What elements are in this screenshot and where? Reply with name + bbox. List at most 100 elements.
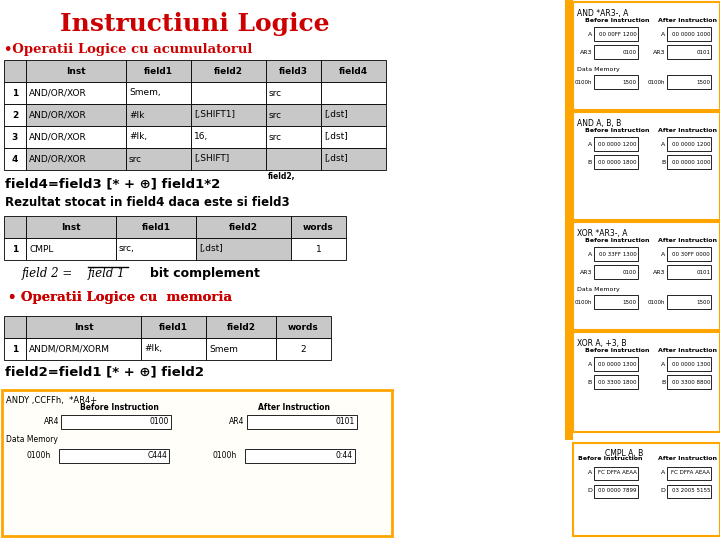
Bar xyxy=(26,60,126,82)
Bar xyxy=(126,82,191,104)
Text: After Instruction: After Instruction xyxy=(658,348,717,353)
Text: ANDY ,CCFFh,  *AR4+: ANDY ,CCFFh, *AR4+ xyxy=(6,396,97,405)
Text: 1500: 1500 xyxy=(696,300,710,305)
Bar xyxy=(266,60,321,82)
Bar xyxy=(61,415,171,429)
Text: 0100: 0100 xyxy=(623,269,636,274)
Text: B: B xyxy=(588,159,592,165)
Text: D: D xyxy=(661,489,665,494)
Text: D: D xyxy=(588,489,592,494)
Text: A: A xyxy=(662,252,665,256)
Bar xyxy=(26,148,126,170)
Text: B: B xyxy=(662,380,665,384)
Text: 00 0000 1000: 00 0000 1000 xyxy=(672,31,710,37)
Text: 0100h: 0100h xyxy=(27,451,51,461)
Text: A: A xyxy=(588,361,592,367)
Text: AND *AR3-, A: AND *AR3-, A xyxy=(577,9,629,18)
Text: 2: 2 xyxy=(12,111,18,119)
Text: field2,: field2, xyxy=(268,172,295,181)
Text: CMPL: CMPL xyxy=(29,245,53,253)
Text: 1: 1 xyxy=(12,245,18,253)
Bar xyxy=(4,338,26,360)
Bar xyxy=(4,148,26,170)
Bar xyxy=(291,216,346,238)
Text: field2: field2 xyxy=(229,222,258,232)
Text: A: A xyxy=(662,361,665,367)
Text: 0101: 0101 xyxy=(336,417,354,427)
Text: •Operatii Logice cu acumulatorul: •Operatii Logice cu acumulatorul xyxy=(4,44,253,57)
Text: Before Instruction: Before Instruction xyxy=(577,456,642,462)
Text: 00 0000 1200: 00 0000 1200 xyxy=(672,141,710,146)
Text: 0:44: 0:44 xyxy=(336,451,353,461)
Text: A: A xyxy=(588,141,592,146)
Text: 0100: 0100 xyxy=(623,50,636,55)
Text: field4: field4 xyxy=(339,66,368,76)
Bar xyxy=(196,216,291,238)
Text: After Instruction: After Instruction xyxy=(658,456,717,462)
Text: 00 0000 1300: 00 0000 1300 xyxy=(672,361,710,367)
Bar xyxy=(266,148,321,170)
Bar xyxy=(141,316,206,338)
Text: 00 0000 7899: 00 0000 7899 xyxy=(598,489,636,494)
Text: 00 3300 8800: 00 3300 8800 xyxy=(672,380,710,384)
Text: After Instruction: After Instruction xyxy=(658,17,717,23)
Text: A: A xyxy=(588,31,592,37)
Bar xyxy=(593,357,638,371)
Text: 0101: 0101 xyxy=(696,269,710,274)
Text: 4: 4 xyxy=(12,154,18,164)
Bar xyxy=(26,216,116,238)
Text: AND A, B, B: AND A, B, B xyxy=(577,119,621,128)
Text: 03 2005 5155: 03 2005 5155 xyxy=(672,489,710,494)
Text: field3: field3 xyxy=(279,66,308,76)
Bar xyxy=(667,75,711,89)
Bar xyxy=(141,338,206,360)
Bar xyxy=(593,27,638,41)
Text: field 2 =: field 2 = xyxy=(22,267,77,280)
Text: After Instruction: After Instruction xyxy=(658,238,717,242)
Text: AR3: AR3 xyxy=(653,269,665,274)
Text: Inst: Inst xyxy=(73,322,94,332)
Bar xyxy=(126,148,191,170)
Text: CMPL A, B: CMPL A, B xyxy=(606,449,644,458)
Text: AR3: AR3 xyxy=(653,50,665,55)
Text: Data Memory: Data Memory xyxy=(6,435,58,444)
Bar xyxy=(266,104,321,126)
Bar xyxy=(593,295,638,309)
Text: ANDM/ORM/XORM: ANDM/ORM/XORM xyxy=(29,345,110,354)
Bar xyxy=(4,82,26,104)
Text: 0101: 0101 xyxy=(696,50,710,55)
Bar xyxy=(2,390,392,536)
Bar xyxy=(565,0,573,440)
Text: Data Memory: Data Memory xyxy=(577,287,620,293)
Text: Before Instruction: Before Instruction xyxy=(80,403,158,413)
Text: 1500: 1500 xyxy=(696,79,710,84)
Text: src,: src, xyxy=(119,245,135,253)
Text: Instructiuni Logice: Instructiuni Logice xyxy=(60,12,330,36)
Bar xyxy=(276,338,331,360)
Text: AR3: AR3 xyxy=(580,269,592,274)
Bar xyxy=(26,126,126,148)
Bar xyxy=(191,60,266,82)
Text: 2: 2 xyxy=(301,345,306,354)
Text: [,dst]: [,dst] xyxy=(324,111,348,119)
Bar xyxy=(667,357,711,371)
Bar xyxy=(593,484,638,497)
Bar xyxy=(593,375,638,389)
Text: 0100h: 0100h xyxy=(212,451,236,461)
Text: [,dst]: [,dst] xyxy=(324,154,348,164)
Bar xyxy=(321,148,386,170)
Bar xyxy=(593,467,638,480)
Bar xyxy=(126,104,191,126)
Text: 00 30FF 0000: 00 30FF 0000 xyxy=(672,252,710,256)
Text: B: B xyxy=(662,159,665,165)
Bar xyxy=(191,148,266,170)
Bar xyxy=(266,126,321,148)
Bar xyxy=(593,75,638,89)
Bar xyxy=(245,449,354,463)
Text: 00 0000 1000: 00 0000 1000 xyxy=(672,159,710,165)
Bar xyxy=(4,126,26,148)
Text: A: A xyxy=(588,252,592,256)
Text: words: words xyxy=(288,322,319,332)
Bar xyxy=(4,60,26,82)
Bar xyxy=(291,238,346,260)
